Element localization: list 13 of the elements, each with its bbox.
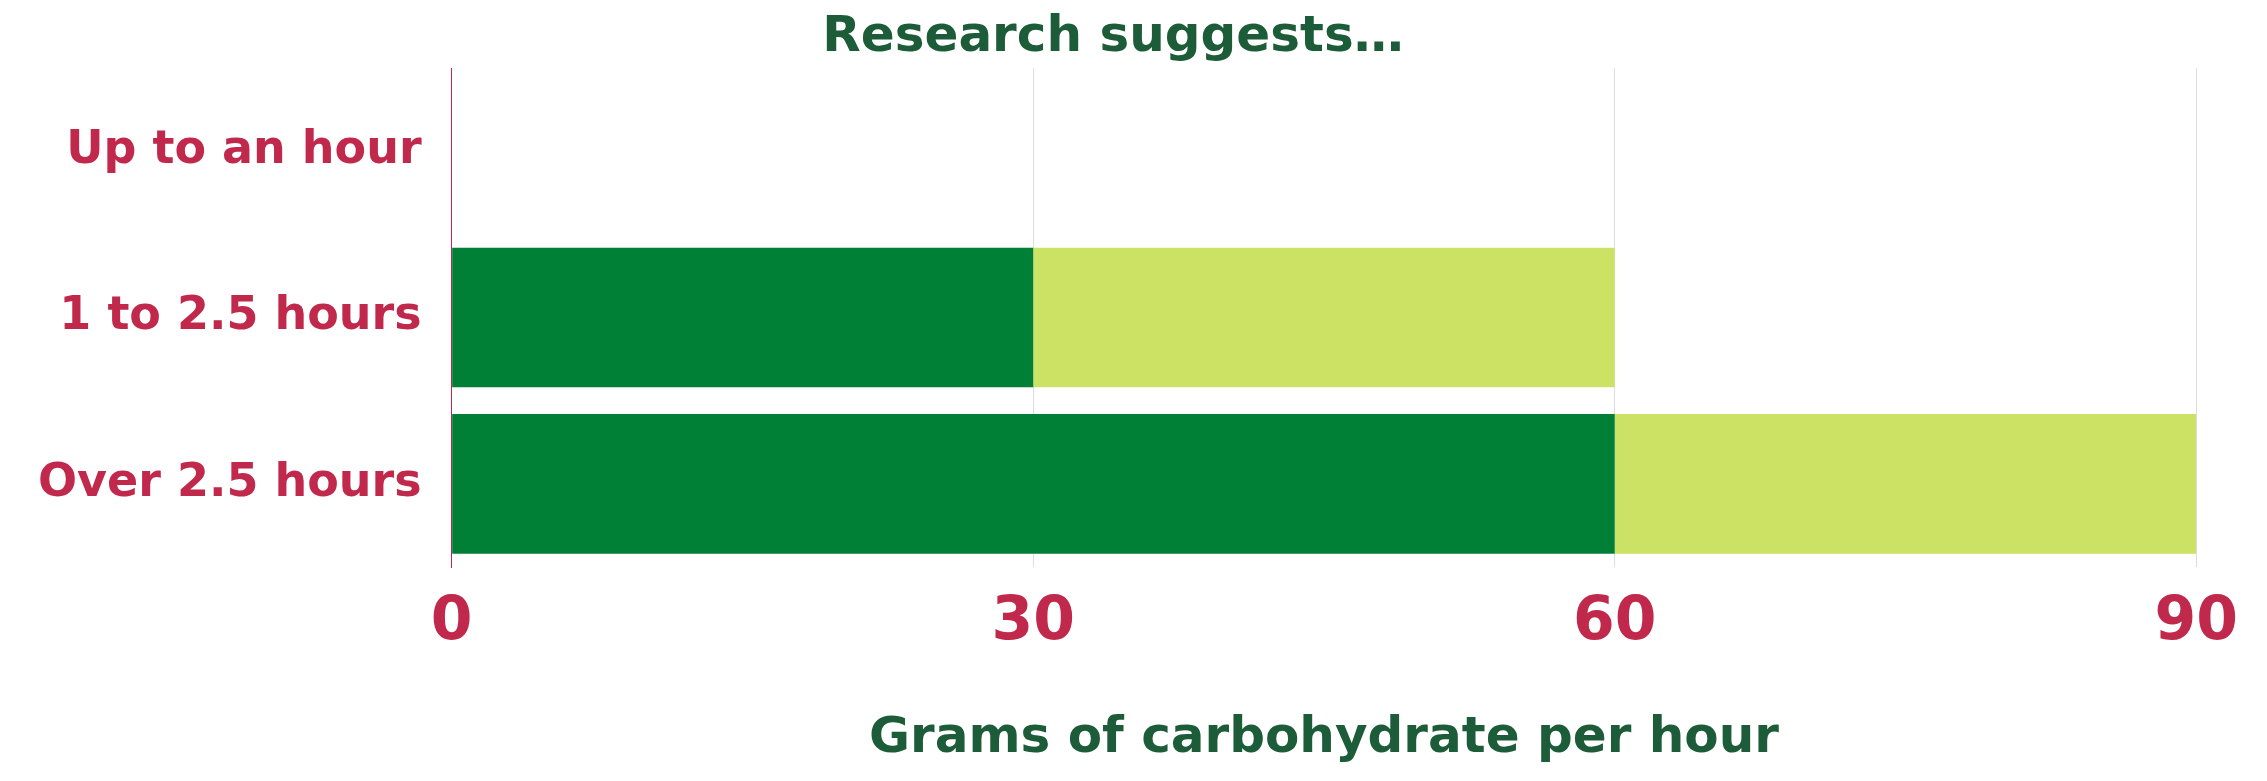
y-tick-label: 1 to 2.5 hours: [59, 286, 422, 341]
x-tick-label: 0: [430, 582, 473, 653]
chart-title: Research suggests…: [822, 4, 1404, 63]
bar: [1033, 247, 1615, 388]
x-tick-label: 90: [2154, 582, 2238, 653]
x-tick-label: 60: [1572, 582, 1657, 653]
bar: [1614, 413, 2197, 554]
y-tick-label: Over 2.5 hours: [38, 452, 422, 507]
bar: [452, 247, 1034, 388]
x-axis-title: Grams of carbohydrate per hour: [868, 705, 1780, 764]
bar: [452, 413, 1615, 554]
x-tick-label: 30: [991, 582, 1075, 653]
y-tick-label: Up to an hour: [66, 120, 422, 175]
